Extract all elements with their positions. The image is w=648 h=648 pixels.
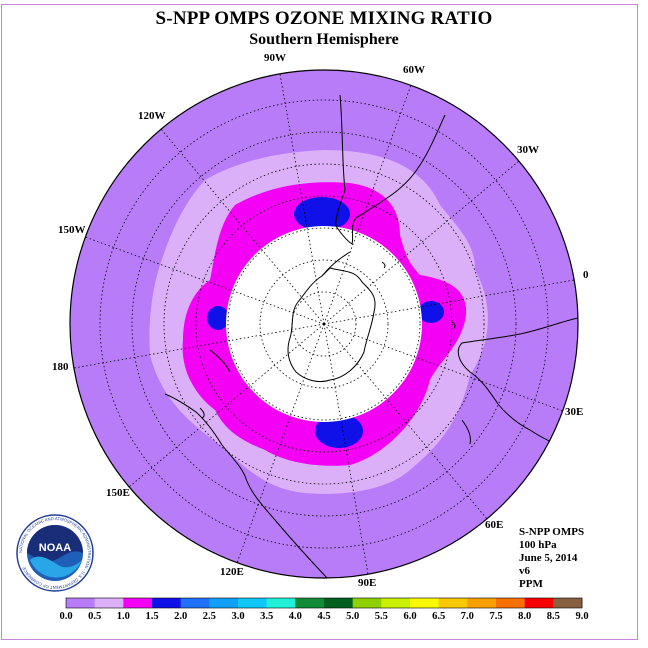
colorbar-tick-label: 1.0 — [117, 611, 130, 622]
colorbar-tick-label: 2.0 — [174, 611, 187, 622]
map-subtitle: Southern Hemisphere — [249, 31, 399, 48]
coastline-antarctic-peninsula — [321, 251, 351, 277]
lon-label-180: 180 — [52, 361, 69, 373]
colorbar-swatch — [94, 598, 124, 608]
colorbar-tick-label: 8.5 — [547, 611, 560, 622]
coastline-antarctica — [287, 267, 376, 383]
colorbar-swatch — [496, 598, 526, 608]
coastline-kerguelen — [451, 321, 456, 329]
info-instrument: S-NPP OMPS — [519, 526, 585, 538]
coastline-africa-inner — [461, 419, 471, 445]
coastline-africa — [457, 317, 578, 453]
info-pressure: 100 hPa — [519, 539, 557, 551]
map-title: S-NPP OMPS OZONE MIXING RATIO — [155, 8, 493, 29]
colorbar-swatch — [381, 598, 411, 608]
colorbar-swatch — [352, 598, 382, 608]
colorbar-swatch — [123, 598, 153, 608]
colorbar-tick-label: 0.5 — [88, 611, 101, 622]
colorbar-swatch — [524, 598, 554, 608]
lon-label-30e: 30E — [565, 406, 583, 418]
field-1.5-2.0-c — [315, 414, 363, 448]
lon-label-90w: 90W — [264, 52, 286, 64]
colorbar: 0.0 0.5 1.0 1.5 2.0 2.5 3.0 3.5 4.0 4.5 5.0 5.5 6.0 6… — [59, 597, 589, 622]
info-units: PPM — [519, 578, 543, 590]
colorbar-tick-label: 2.5 — [203, 611, 216, 622]
noaa-logo: NOAA NATIONAL OCEANIC AND ATMOSPHERIC AD… — [16, 514, 94, 592]
colorbar-tick-label: 8.0 — [518, 611, 531, 622]
colorbar-swatch — [553, 598, 583, 608]
lon-label-120e: 120E — [220, 566, 244, 578]
field-1.5-2.0-a — [294, 197, 350, 231]
coastline-south-georgia — [381, 261, 386, 269]
colorbar-swatch — [209, 598, 239, 608]
colorbar-swatch — [410, 598, 440, 608]
field-1.5-2.0-d — [207, 306, 229, 330]
colorbar-tick-label: 9.0 — [575, 611, 588, 622]
colorbar-outline — [65, 597, 583, 609]
colorbar-tick-label: 5.0 — [346, 611, 359, 622]
colorbar-tick-label: 1.5 — [145, 611, 158, 622]
info-date: June 5, 2014 — [519, 552, 578, 564]
colorbar-swatch — [467, 598, 497, 608]
colorbar-swatch — [152, 598, 182, 608]
lon-label-150w: 150W — [58, 224, 86, 236]
colorbar-tick-label: 7.5 — [489, 611, 502, 622]
colorbar-swatch — [438, 598, 468, 608]
coastline-tasmania — [199, 407, 205, 419]
colorbar-tick-label: 4.5 — [317, 611, 330, 622]
lon-label-30w: 30W — [517, 144, 539, 156]
info-version: v6 — [519, 565, 530, 577]
colorbar-swatch — [266, 598, 296, 608]
coastline-south-america — [335, 94, 446, 245]
info-panel: S-NPP OMPS 100 hPa June 5, 2014 v6 PPM — [519, 526, 584, 591]
colorbar-tick-label: 6.5 — [432, 611, 445, 622]
lon-label-150e: 150E — [106, 487, 130, 499]
colorbar-swatch — [180, 598, 210, 608]
noaa-logo-text: NOAA — [39, 542, 71, 554]
colorbar-tick-label: 4.0 — [289, 611, 302, 622]
plot-frame — [1, 4, 638, 640]
field-1.5-2.0-b — [418, 301, 444, 323]
colorbar-swatch — [295, 598, 325, 608]
colorbar-tick-label: 3.0 — [231, 611, 244, 622]
map-boundary — [69, 69, 579, 579]
lon-label-60w: 60W — [403, 64, 425, 76]
colorbar-swatch — [238, 598, 268, 608]
colorbar-tick-label: 3.5 — [260, 611, 273, 622]
lon-label-60e: 60E — [485, 519, 503, 531]
lon-label-120w: 120W — [138, 110, 166, 122]
coastline-australia — [164, 393, 329, 578]
colorbar-swatch — [66, 598, 96, 608]
colorbar-tick-label: 7.0 — [461, 611, 474, 622]
coastline-new-zealand — [209, 349, 231, 373]
colorbar-tick-label: 0.0 — [59, 611, 72, 622]
lon-label-90e: 90E — [358, 577, 376, 589]
coastlines — [164, 94, 578, 578]
colorbar-swatch — [324, 598, 354, 608]
graticule — [73, 73, 575, 575]
colorbar-tick-label: 6.0 — [403, 611, 416, 622]
lon-label-0: 0 — [583, 269, 589, 281]
colorbar-tick-label: 5.5 — [375, 611, 388, 622]
